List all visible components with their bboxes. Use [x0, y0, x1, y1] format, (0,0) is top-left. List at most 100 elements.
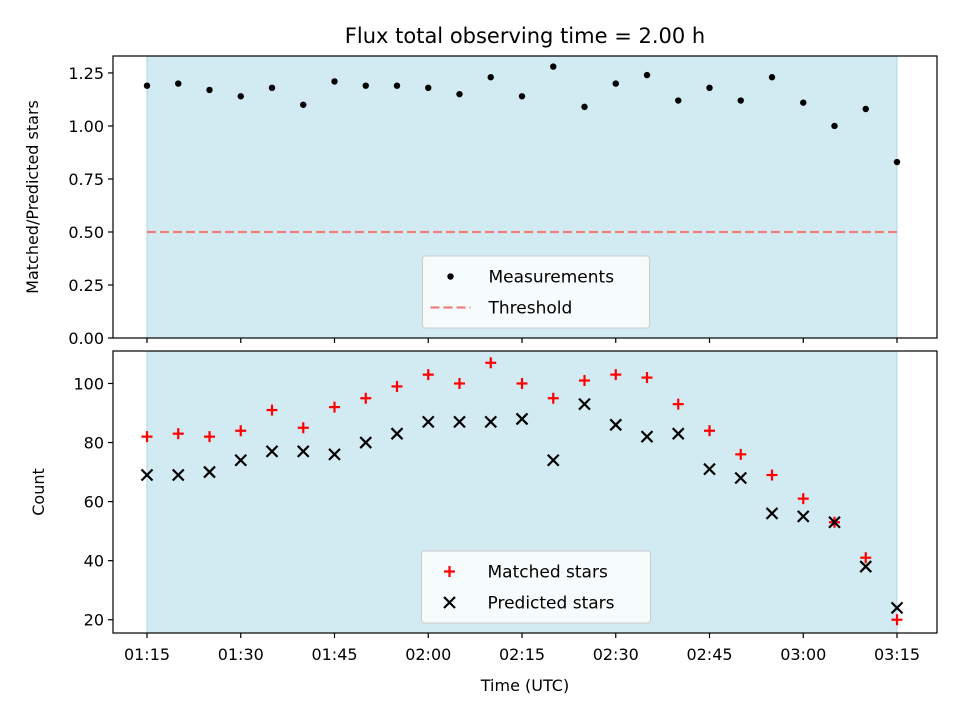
- legend-marker: [447, 273, 454, 280]
- ratio-panel: 0.00 0.25 0.50 0.75 1.00 1.25 Matched/Predicte…: [23, 55, 938, 348]
- data-point: [515, 412, 529, 426]
- data-point: [703, 462, 716, 476]
- data-point: [550, 63, 557, 70]
- y-tick-label: 0.00: [68, 329, 104, 348]
- data-point: [828, 515, 841, 529]
- data-point: [140, 468, 154, 482]
- data-point: [485, 357, 497, 369]
- x-tick-label: 02:30: [593, 645, 639, 664]
- data-point: [141, 431, 153, 443]
- data-point: [766, 469, 778, 481]
- data-point: [359, 436, 373, 449]
- y-tick-label: 0.75: [68, 170, 104, 189]
- chart-title: Flux total observing time = 2.00 h: [345, 24, 705, 48]
- data-point: [641, 372, 653, 384]
- legend-marker: [444, 566, 455, 577]
- data-point: [578, 397, 591, 411]
- data-point: [675, 97, 682, 104]
- x-tick-label: 02:00: [405, 645, 451, 664]
- x-tick-label: 03:00: [780, 645, 826, 664]
- data-point: [297, 422, 309, 434]
- data-point: [235, 425, 247, 437]
- data-point: [800, 99, 807, 106]
- data-point: [393, 82, 401, 89]
- x-tick-label: 02:15: [499, 645, 545, 664]
- axes-frame: [112, 350, 938, 634]
- data-point: [581, 103, 588, 111]
- data-point: [143, 82, 151, 89]
- data-point: [268, 84, 276, 92]
- y-tick-label: 20: [84, 611, 104, 630]
- data-point: [329, 401, 340, 413]
- data-point: [765, 507, 779, 520]
- data-point: [300, 101, 307, 108]
- data-point: [640, 430, 654, 443]
- data-point: [797, 493, 809, 505]
- data-point: [891, 614, 903, 626]
- data-point: [609, 418, 623, 432]
- data-point: [203, 465, 216, 479]
- data-point: [421, 415, 435, 429]
- data-point: [362, 82, 369, 89]
- data-point: [456, 90, 463, 98]
- y-tick-label: 0.50: [68, 223, 104, 242]
- data-point: [768, 74, 776, 81]
- data-point: [454, 377, 465, 389]
- data-point: [612, 80, 619, 87]
- x-tick-label: 01:15: [124, 645, 170, 664]
- y-tick-label: 60: [84, 493, 104, 512]
- data-point: [579, 375, 590, 387]
- data-point: [610, 369, 622, 381]
- count-panel: 20 40 60 80 100 01:15 01:30 01:45 02:00 02:15 02:3…: [29, 350, 938, 664]
- data-point: [737, 97, 744, 104]
- legend-box: [422, 255, 650, 329]
- y-axis-label: Matched/Predicted stars: [23, 100, 42, 294]
- data-point: [331, 78, 338, 85]
- data-point: [546, 453, 560, 467]
- data-point: [862, 105, 869, 113]
- x-tick-label: 01:45: [311, 645, 357, 664]
- data-point: [390, 427, 404, 440]
- data-point: [206, 86, 213, 94]
- data-point: [328, 448, 341, 461]
- data-point: [266, 404, 278, 416]
- data-point: [734, 471, 748, 485]
- data-point: [735, 448, 747, 460]
- data-point: [484, 415, 498, 429]
- data-point: [265, 445, 279, 458]
- data-point: [672, 398, 684, 410]
- y-tick-label: 1.00: [68, 117, 104, 136]
- data-point: [518, 93, 526, 100]
- data-point: [704, 425, 715, 437]
- data-point: [296, 445, 310, 458]
- data-point: [422, 369, 434, 381]
- y-tick-label: 100: [73, 374, 104, 393]
- x-tick-label: 01:30: [218, 645, 264, 664]
- series-measurements: [143, 63, 901, 166]
- data-point: [172, 428, 184, 440]
- series-predicted-stars: [140, 397, 904, 615]
- data-point: [831, 122, 838, 130]
- data-point: [204, 431, 215, 443]
- data-point: [175, 80, 182, 87]
- legend-label: Predicted stars: [488, 594, 615, 614]
- legend: Measurements Threshold: [422, 255, 650, 329]
- data-point: [391, 380, 403, 392]
- y-tick-label: 1.25: [68, 64, 104, 83]
- data-point: [234, 453, 248, 467]
- data-point: [860, 552, 872, 564]
- data-point: [516, 377, 528, 389]
- data-point: [547, 392, 559, 404]
- y-tick-label: 40: [84, 552, 104, 571]
- data-point: [643, 71, 651, 79]
- data-point: [859, 560, 873, 573]
- legend-label: Matched stars: [488, 563, 608, 583]
- y-axis-label: Count: [29, 468, 48, 516]
- y-tick-label: 80: [84, 434, 104, 453]
- legend-label: Threshold: [488, 299, 573, 319]
- data-point: [237, 93, 244, 100]
- axes-frame: [112, 55, 938, 339]
- legend: Matched stars Predicted stars: [421, 550, 651, 624]
- data-point: [425, 84, 432, 92]
